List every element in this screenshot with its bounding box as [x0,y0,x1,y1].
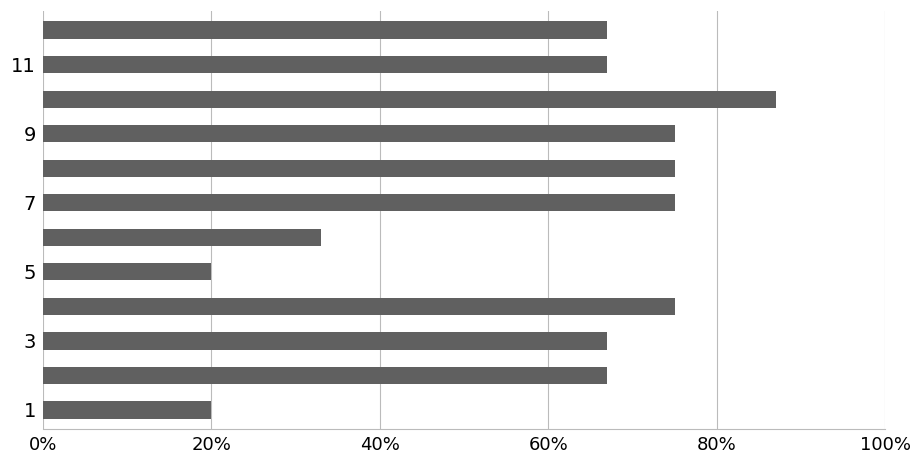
Bar [42,401,211,419]
Bar [42,21,608,39]
Bar [42,159,675,177]
Bar [42,367,608,384]
Bar [42,298,675,315]
Bar [42,91,775,108]
Bar [42,229,321,246]
Bar [42,125,675,142]
Bar [42,56,608,73]
Bar [42,332,608,350]
Bar [42,194,675,212]
Bar [42,263,211,280]
